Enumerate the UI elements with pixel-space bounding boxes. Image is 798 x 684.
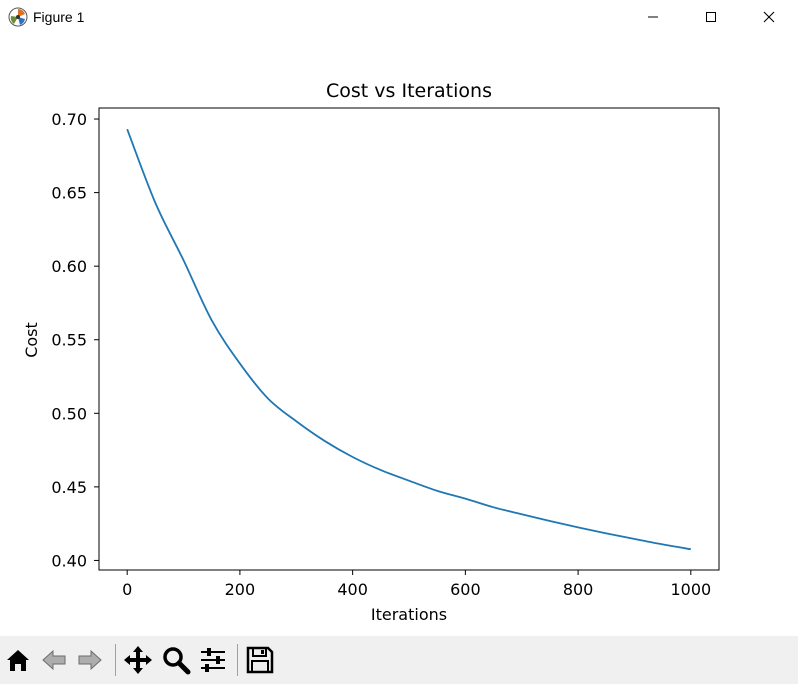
back-arrow-icon: [42, 649, 66, 671]
y-tick-label: 0.60: [51, 257, 87, 276]
close-button[interactable]: [746, 0, 792, 34]
sliders-icon: [201, 648, 225, 672]
y-axis-label: Cost: [22, 322, 41, 358]
x-tick-label: 600: [450, 580, 481, 599]
window-title: Figure 1: [33, 9, 85, 25]
y-tick-label: 0.70: [51, 110, 87, 129]
maximize-icon: [706, 12, 716, 22]
x-axis-label: Iterations: [371, 605, 447, 624]
forward-button[interactable]: [74, 643, 106, 677]
y-tick-label: 0.40: [51, 551, 87, 570]
x-tick-label: 1000: [670, 580, 711, 599]
close-icon: [763, 11, 775, 23]
x-tick-label: 0: [122, 580, 132, 599]
cost-line: [126, 128, 691, 551]
x-axis: 0 200 400 600 800 1000: [122, 570, 711, 599]
forward-arrow-icon: [78, 649, 102, 671]
home-icon: [7, 650, 29, 671]
plot-area[interactable]: [98, 107, 720, 571]
window-titlebar: Figure 1: [0, 0, 798, 34]
navigation-toolbar: [0, 636, 798, 684]
x-tick-label: 800: [563, 580, 594, 599]
configure-subplots-button[interactable]: [197, 643, 229, 677]
minimize-button[interactable]: [630, 0, 676, 34]
y-tick-label: 0.50: [51, 404, 87, 423]
minimize-icon: [648, 16, 658, 18]
y-tick-label: 0.45: [51, 478, 87, 497]
matplotlib-icon: [8, 7, 28, 27]
x-tick-label: 200: [225, 580, 256, 599]
figure-canvas: Cost vs Iterations 0 200 400 600 800 1000 0.4…: [0, 34, 798, 636]
toolbar-separator: [115, 644, 116, 676]
pan-button[interactable]: [122, 643, 154, 677]
y-axis: 0.40 0.45 0.50 0.55 0.60 0.65 0.70: [51, 110, 99, 570]
line-chart[interactable]: Cost vs Iterations 0 200 400 600 800 1000 0.4…: [0, 34, 798, 636]
save-button[interactable]: [244, 643, 276, 677]
floppy-disk-icon: [246, 646, 274, 674]
y-tick-label: 0.55: [51, 331, 87, 350]
move-icon: [124, 646, 152, 674]
home-button[interactable]: [2, 643, 34, 677]
zoom-button[interactable]: [160, 643, 192, 677]
x-tick-label: 400: [337, 580, 368, 599]
y-tick-label: 0.65: [51, 184, 87, 203]
chart-title: Cost vs Iterations: [326, 80, 492, 102]
maximize-button[interactable]: [688, 0, 734, 34]
toolbar-separator: [237, 644, 238, 676]
magnifier-icon: [163, 647, 191, 675]
back-button[interactable]: [38, 643, 70, 677]
